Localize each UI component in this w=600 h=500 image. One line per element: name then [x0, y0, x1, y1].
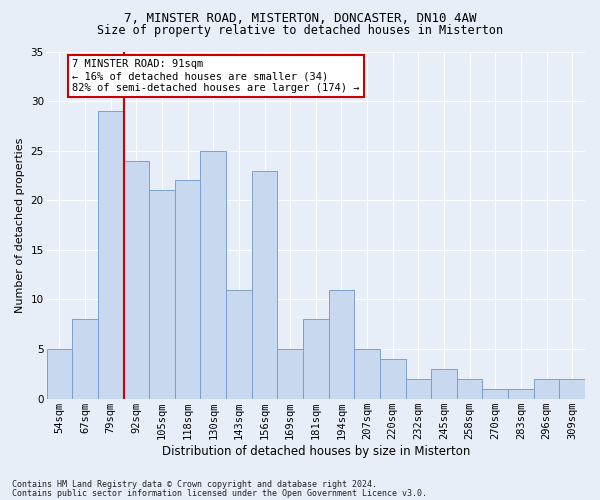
Text: 7, MINSTER ROAD, MISTERTON, DONCASTER, DN10 4AW: 7, MINSTER ROAD, MISTERTON, DONCASTER, D…: [124, 12, 476, 26]
Bar: [559, 379, 585, 398]
Bar: [354, 349, 380, 399]
Bar: [175, 180, 200, 398]
Y-axis label: Number of detached properties: Number of detached properties: [15, 138, 25, 313]
Bar: [508, 388, 534, 398]
Bar: [482, 388, 508, 398]
Text: Contains public sector information licensed under the Open Government Licence v3: Contains public sector information licen…: [12, 488, 427, 498]
Text: 7 MINSTER ROAD: 91sqm
← 16% of detached houses are smaller (34)
82% of semi-deta: 7 MINSTER ROAD: 91sqm ← 16% of detached …: [72, 60, 360, 92]
Text: Contains HM Land Registry data © Crown copyright and database right 2024.: Contains HM Land Registry data © Crown c…: [12, 480, 377, 489]
Bar: [47, 349, 72, 399]
Bar: [406, 379, 431, 398]
X-axis label: Distribution of detached houses by size in Misterton: Distribution of detached houses by size …: [161, 444, 470, 458]
Bar: [72, 320, 98, 398]
Bar: [98, 111, 124, 399]
Bar: [380, 359, 406, 399]
Text: Size of property relative to detached houses in Misterton: Size of property relative to detached ho…: [97, 24, 503, 37]
Bar: [303, 320, 329, 398]
Bar: [251, 170, 277, 398]
Bar: [124, 160, 149, 398]
Bar: [431, 369, 457, 398]
Bar: [457, 379, 482, 398]
Bar: [534, 379, 559, 398]
Bar: [277, 349, 303, 399]
Bar: [200, 150, 226, 398]
Bar: [226, 290, 251, 399]
Bar: [149, 190, 175, 398]
Bar: [329, 290, 354, 399]
